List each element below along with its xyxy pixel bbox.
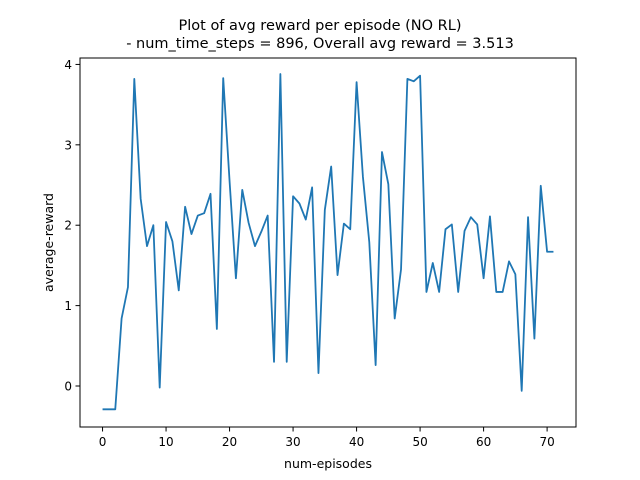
- y-axis-label: average-reward: [41, 193, 56, 292]
- y-tick-label: 1: [64, 299, 72, 313]
- x-tick-label: 70: [539, 435, 554, 449]
- y-tick-label: 0: [64, 380, 72, 394]
- x-tick-label: 0: [99, 435, 107, 449]
- x-tick-label: 50: [412, 435, 427, 449]
- x-axis-label: num-episodes: [284, 456, 372, 471]
- y-axis: 0 1 2 3 4: [64, 58, 80, 394]
- y-tick-label: 4: [64, 58, 72, 72]
- chart-subtitle: - num_time_steps = 896, Overall avg rewa…: [126, 36, 514, 52]
- plot-frame: [79, 57, 577, 428]
- y-tick-label: 3: [64, 138, 72, 152]
- y-tick-label: 2: [64, 219, 72, 233]
- series-layer: [102, 73, 554, 411]
- x-tick-label: 30: [285, 435, 300, 449]
- plot-area: 0 10 20 30 40 50 60 70 0 1 2 3 4: [64, 57, 577, 449]
- x-tick-label: 40: [349, 435, 364, 449]
- x-tick-label: 60: [476, 435, 491, 449]
- x-tick-label: 20: [222, 435, 237, 449]
- x-tick-label: 10: [158, 435, 173, 449]
- x-axis: 0 10 20 30 40 50 60 70: [99, 427, 555, 449]
- chart-title: Plot of avg reward per episode (NO RL): [179, 18, 462, 34]
- series-line: [102, 73, 554, 411]
